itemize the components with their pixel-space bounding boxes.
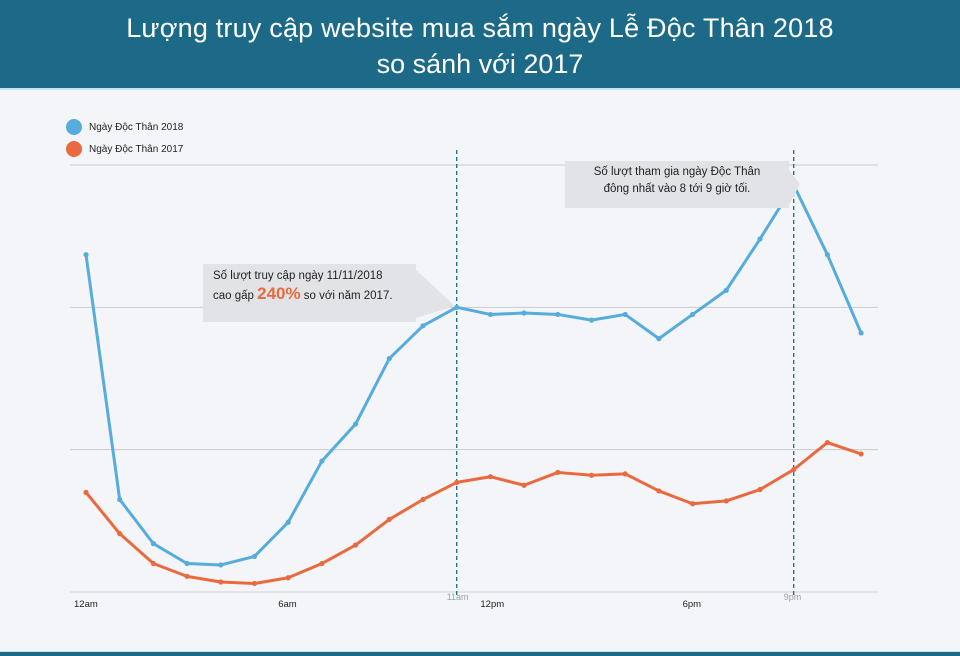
- legend-item-2017: Ngày Độc Thân 2017: [66, 138, 183, 160]
- data-point: [622, 311, 628, 318]
- data-point: [285, 575, 291, 581]
- callout-peak-pointer: [789, 170, 800, 205]
- data-point: [656, 336, 662, 342]
- series-line-0: [84, 183, 863, 567]
- data-point: [521, 482, 527, 488]
- data-point: [386, 516, 392, 523]
- data-point: [420, 496, 426, 503]
- callout-traffic: Số lượt truy cập ngày 11/11/2018 cao gấp…: [203, 264, 416, 322]
- vertical-markers: [456, 150, 795, 597]
- data-point: [521, 310, 527, 316]
- data-point: [622, 471, 628, 477]
- data-point: [824, 439, 831, 446]
- data-point: [184, 573, 190, 579]
- data-point: [454, 304, 460, 310]
- gridlines: [70, 164, 878, 593]
- data-point: [150, 541, 156, 547]
- data-point: [83, 489, 89, 495]
- data-point: [487, 474, 493, 480]
- data-point: [420, 323, 426, 329]
- legend: Ngày Độc Thân 2018 Ngày Độc Thân 2017: [66, 116, 183, 160]
- chart-header: Lượng truy cập website mua sắm ngày Lễ Đ…: [0, 0, 960, 90]
- data-point: [690, 501, 696, 507]
- series-lines: [83, 170, 864, 587]
- data-point: [824, 252, 831, 258]
- data-point: [757, 486, 763, 493]
- data-point: [723, 498, 729, 504]
- data-point: [251, 553, 258, 560]
- chart-title-line1: Lượng truy cập website mua sắm ngày Lễ Đ…: [126, 13, 834, 43]
- data-point: [791, 466, 797, 473]
- data-point: [588, 317, 595, 323]
- chart-title-line2: so sánh với 2017: [376, 49, 584, 79]
- footer-bar: [0, 651, 960, 656]
- data-point: [555, 311, 561, 318]
- legend-label-2017: Ngày Độc Thân 2017: [89, 143, 184, 155]
- data-point: [83, 252, 89, 258]
- data-point: [858, 330, 864, 336]
- data-point: [319, 458, 325, 464]
- data-point: [723, 287, 729, 293]
- callout-peak-line1: Số lượt tham gia ngày Độc Thân: [593, 166, 761, 178]
- callout-peak: Số lượt tham gia ngày Độc Thân đông nhất…: [565, 161, 789, 208]
- data-point: [117, 496, 123, 503]
- callout-peak-line2: đông nhất vào 8 tới 9 giờ tối.: [603, 183, 751, 195]
- data-point: [487, 311, 493, 318]
- x-axis-label: 6pm: [682, 599, 702, 610]
- data-point: [285, 519, 291, 525]
- data-point: [353, 421, 359, 427]
- x-axis-label: 6am: [278, 599, 297, 610]
- x-axis-label: 12am: [74, 599, 98, 610]
- x-axis-label: 9pm: [783, 592, 802, 602]
- callout-traffic-line2: cao gấp 240% so với năm 2017.: [203, 285, 416, 305]
- legend-item-2018: Ngày Độc Thân 2018: [66, 116, 183, 138]
- callout-traffic-line1: Số lượt truy cập ngày 11/11/2018: [213, 270, 383, 282]
- data-point: [858, 451, 864, 457]
- data-point: [184, 560, 190, 567]
- data-point: [555, 469, 561, 476]
- series-line-1: [84, 441, 862, 585]
- legend-label-2018: Ngày Độc Thân 2018: [89, 121, 184, 133]
- data-point: [150, 560, 156, 567]
- callout-traffic-highlight: 240%: [257, 284, 301, 303]
- data-point: [251, 580, 258, 587]
- x-axis-label: 12pm: [480, 599, 505, 610]
- legend-swatch-2018-icon: [66, 119, 82, 135]
- data-point: [218, 562, 224, 568]
- data-point: [656, 488, 662, 494]
- data-point: [386, 355, 392, 362]
- data-point: [319, 560, 325, 567]
- callout-traffic-pointer: [416, 270, 455, 318]
- legend-swatch-2017-icon: [66, 141, 82, 157]
- data-point: [218, 579, 224, 585]
- data-point: [690, 311, 696, 318]
- callout-traffic-prefix: cao gấp: [213, 290, 258, 302]
- x-axis-label: 11am: [446, 592, 469, 602]
- data-point: [454, 479, 460, 486]
- data-point: [117, 531, 123, 537]
- callout-traffic-suffix: so với năm 2017.: [300, 290, 393, 302]
- data-point: [757, 236, 763, 242]
- data-point: [588, 472, 595, 478]
- data-point: [353, 542, 359, 548]
